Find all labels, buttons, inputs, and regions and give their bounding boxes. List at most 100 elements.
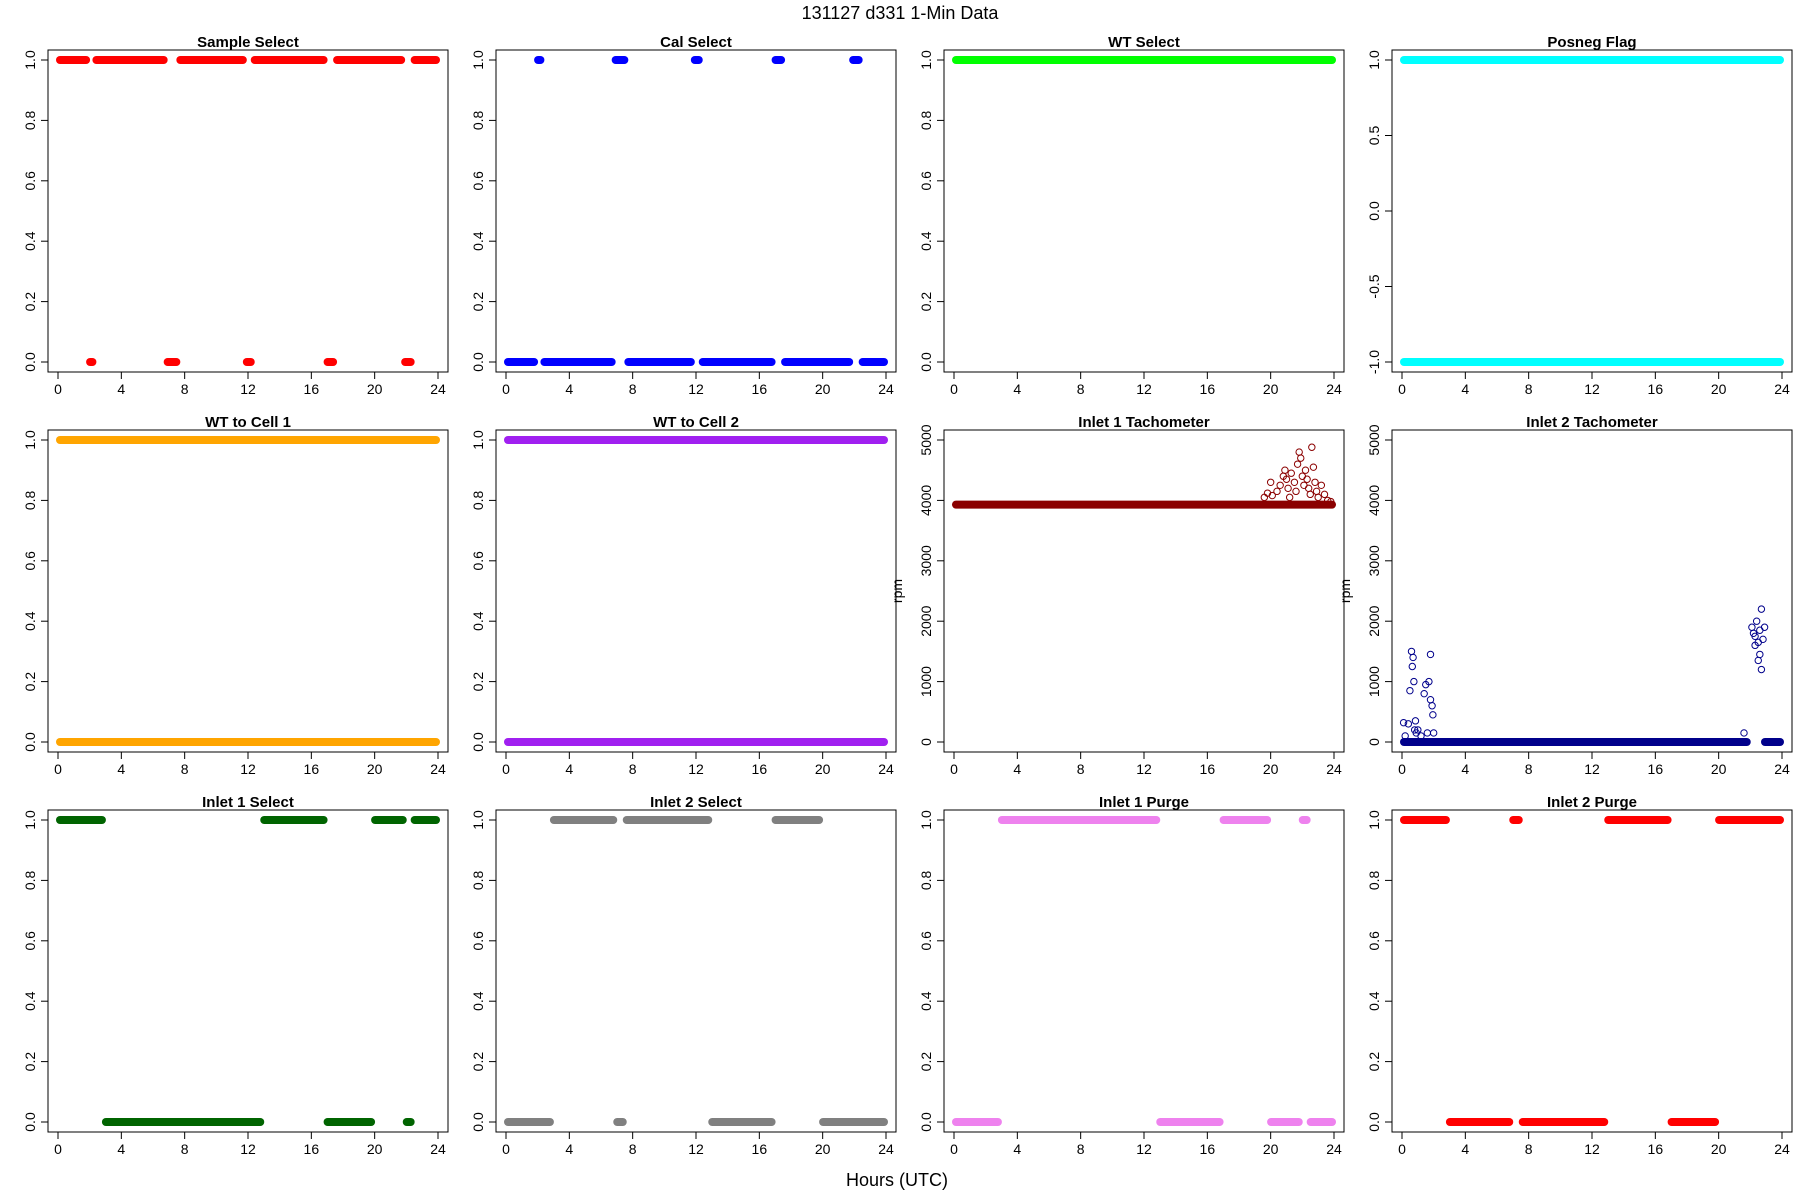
data-point: [1317, 481, 1326, 489]
y-tick-label: 0.4: [470, 231, 486, 251]
data-point: [1303, 475, 1311, 483]
x-tick-label: 16: [1648, 761, 1664, 777]
x-tick-label: 12: [1136, 1141, 1152, 1157]
data-point: [1399, 718, 1408, 727]
y-tick-label: 1.0: [22, 810, 38, 830]
x-tick-label: 8: [629, 381, 637, 397]
data-point: [1285, 493, 1294, 502]
plot-frame: [1391, 809, 1793, 1133]
x-tick-label: 8: [181, 381, 189, 397]
panel-3: Posneg Flag 0 4 8 12 16 20 24 -1.0 -0.5 0.0 0.5 1.0: [1366, 34, 1793, 397]
y-tick-label: 0.4: [22, 991, 38, 1011]
x-tick-label: 12: [1584, 381, 1600, 397]
x-tick-label: 24: [878, 761, 894, 777]
data-point: [1284, 484, 1292, 493]
y-tick-label: 3000: [1366, 545, 1382, 576]
y-tick-label: 1.0: [918, 810, 934, 830]
x-tick-label: 24: [1326, 1141, 1342, 1157]
x-tick-label: 0: [502, 1141, 510, 1157]
data-point: [1407, 647, 1416, 656]
y-tick-label: 0.2: [470, 1052, 486, 1072]
panel-6: Inlet 1 Tachometer 0 4 8 12 16 20 24 0 1000 2000 30…: [889, 414, 1345, 777]
x-tick-label: 24: [878, 381, 894, 397]
x-tick-label: 0: [1398, 1141, 1406, 1157]
x-tick-label: 12: [240, 381, 256, 397]
y-tick-label: 0.2: [470, 672, 486, 692]
x-tick-label: 24: [1774, 1141, 1790, 1157]
panel-2: WT Select 0 4 8 12 16 20 24 0.0 0.2 0.4 0.6 0.8 1.0: [918, 34, 1345, 397]
plot-frame: [47, 809, 449, 1133]
y-tick-label: 1.0: [470, 50, 486, 70]
y-tick-label: 0.6: [918, 171, 934, 191]
panel-title: WT to Cell 2: [653, 414, 739, 431]
data-point: [1423, 729, 1432, 737]
data-point: [1268, 491, 1276, 500]
data-point: [1312, 487, 1321, 496]
y-tick-label: 0.6: [470, 171, 486, 191]
panel-1: Cal Select 0 4 8 12 16 20 24 0.0 0.2 0.4 0.6 0.8 1.0: [470, 34, 897, 397]
x-tick-label: 8: [181, 761, 189, 777]
data-point: [1320, 490, 1329, 499]
y-tick-label: 0.4: [1366, 991, 1382, 1011]
x-tick-label: 0: [950, 1141, 958, 1157]
x-tick-label: 16: [752, 381, 768, 397]
x-tick-label: 24: [1326, 761, 1342, 777]
data-point: [1308, 443, 1316, 451]
y-tick-label: 0.0: [1366, 1112, 1382, 1132]
data-point: [1301, 466, 1310, 474]
panel-title: Inlet 1 Tachometer: [1078, 414, 1210, 431]
y-tick-label: 4000: [918, 485, 934, 516]
plot-frame: [47, 49, 449, 373]
plot-frame: [47, 429, 449, 753]
panel-title: Cal Select: [660, 34, 732, 51]
x-tick-label: 20: [1711, 1141, 1727, 1157]
x-tick-label: 12: [688, 1141, 704, 1157]
y-tick-label: 0.6: [1366, 931, 1382, 951]
y-tick-label: 0: [918, 738, 934, 746]
x-tick-label: 0: [1398, 761, 1406, 777]
y-tick-label: 0.6: [470, 931, 486, 951]
x-tick-label: 24: [1774, 381, 1790, 397]
y-tick-label: 0.4: [918, 991, 934, 1011]
data-point: [1282, 475, 1291, 483]
data-point: [1756, 650, 1764, 659]
data-point: [1287, 469, 1295, 477]
panel-title: WT Select: [1108, 34, 1180, 51]
data-point: [1757, 665, 1766, 674]
data-point: [1752, 617, 1761, 625]
data-point: [1298, 472, 1307, 480]
y-tick-label: 0.8: [1366, 870, 1382, 890]
panel-title: Inlet 2 Select: [650, 794, 742, 811]
y-tick-label: 0.6: [918, 931, 934, 951]
y-tick-label: -1.0: [1366, 350, 1382, 374]
data-point: [1751, 632, 1759, 640]
y-tick-label: 0.4: [470, 611, 486, 631]
plot-frame: [943, 809, 1345, 1133]
y-tick-label: 0.0: [470, 352, 486, 372]
x-tick-label: 20: [1711, 381, 1727, 397]
y-tick-label: 0.8: [470, 110, 486, 130]
x-tick-label: 8: [1077, 761, 1085, 777]
x-tick-label: 16: [1648, 381, 1664, 397]
y-tick-label: 0.2: [918, 1052, 934, 1072]
data-point: [1429, 729, 1438, 737]
data-point: [1309, 463, 1318, 471]
x-tick-label: 4: [565, 1141, 573, 1157]
y-tick-label: 0.2: [22, 672, 38, 692]
y-tick-label: 1.0: [1366, 810, 1382, 830]
y-tick-label: 0: [1366, 738, 1382, 746]
x-tick-label: 8: [1525, 1141, 1533, 1157]
y-tick-label: 1.0: [1366, 50, 1382, 70]
panel-title: Inlet 2 Tachometer: [1526, 414, 1658, 431]
panel-grid: Sample Select 0 4 8 12 16 20 24 0.0 0.2 0.4 0.6 0.8 1…: [22, 34, 1793, 1157]
data-point: [1740, 729, 1748, 737]
data-point: [1300, 481, 1308, 489]
x-tick-label: 8: [1077, 1141, 1085, 1157]
data-point: [1311, 478, 1319, 486]
panel-title: Posneg Flag: [1547, 34, 1636, 51]
y-tick-label: 0.2: [1366, 1052, 1382, 1072]
x-tick-label: 16: [752, 1141, 768, 1157]
y-tick-label: 0.2: [22, 292, 38, 312]
x-tick-label: 20: [815, 381, 831, 397]
